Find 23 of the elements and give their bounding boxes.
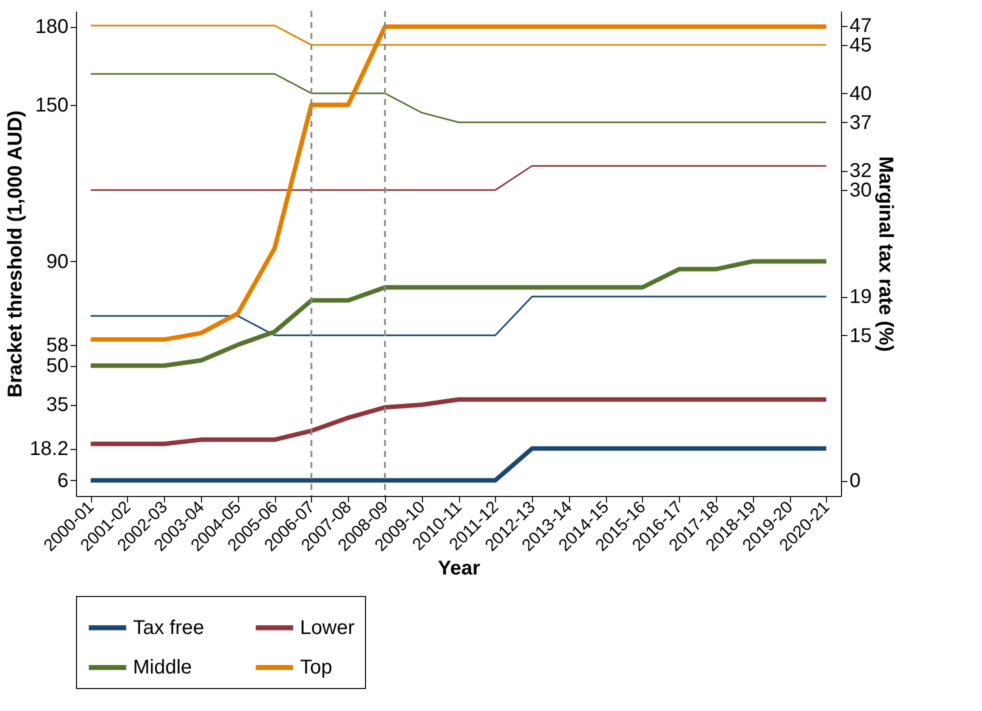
legend-label: Top [300, 656, 332, 678]
y2-tick-label: 0 [850, 470, 861, 492]
y2-tick-label: 32 [850, 160, 872, 182]
x-axis-title: Year [438, 557, 480, 580]
y2-tick-label: 37 [850, 112, 872, 134]
y2-axis-title: Marginal tax rate (%) [874, 156, 897, 352]
y-tick-label: 6 [57, 470, 68, 492]
line-series [90, 73, 828, 124]
y-tick-label: 150 [35, 94, 68, 116]
y2-tick-label: 40 [850, 82, 872, 105]
y-tick-label: 90 [46, 250, 68, 273]
y-tick-label: 180 [35, 16, 68, 38]
legend-label: Lower [300, 616, 355, 639]
y2-tick-label: 30 [850, 180, 872, 202]
y-tick-label: 50 [46, 355, 68, 378]
y2-tick-label: 15 [850, 324, 872, 347]
y-axis-title: Bracket threshold (1,000 AUD) [4, 110, 27, 398]
y-tick-label: 18.2 [30, 438, 68, 460]
legend-label: Tax free [133, 616, 204, 639]
y-tick-label: 35 [46, 394, 68, 416]
legend-label: Middle [133, 656, 192, 678]
y2-tick-label: 19 [850, 286, 872, 308]
y-tick-label: 58 [46, 334, 68, 356]
